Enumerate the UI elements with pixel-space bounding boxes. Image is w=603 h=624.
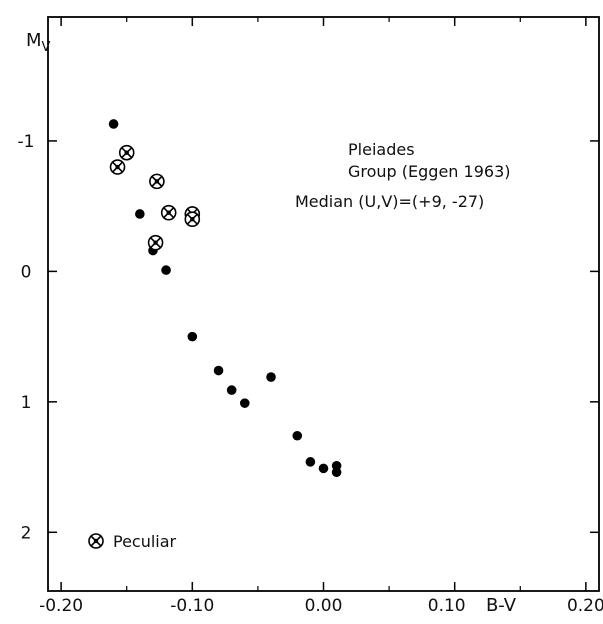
circled-x-center	[153, 240, 158, 245]
y-tick-label: 0	[21, 262, 32, 282]
circled-x-center	[124, 150, 129, 155]
circled-x-center	[115, 164, 120, 170]
circled-x-center	[190, 217, 195, 222]
x-tick-label: 0.10	[428, 596, 466, 616]
data-point	[135, 209, 145, 219]
x-tick-label: -0.20	[39, 596, 83, 616]
legend: Peculiar	[88, 532, 177, 551]
data-point	[239, 398, 250, 408]
x-tick-label: 0.00	[305, 596, 343, 616]
legend-circled-x	[88, 533, 104, 549]
peculiar-point	[147, 234, 164, 251]
plot-frame	[47, 16, 600, 592]
data-point	[187, 331, 198, 342]
y-tick-label: 1	[21, 393, 32, 413]
axes	[47, 16, 600, 592]
ticks: -0.20 -0.10 0.00 0.10 0.20 -1 0 1 2	[18, 17, 603, 616]
peculiar-point	[149, 173, 165, 190]
annotation-group: Group (Eggen 1963)	[348, 162, 511, 181]
data-point	[331, 467, 342, 478]
y-axis-title-sub: V	[42, 40, 51, 55]
y-tick-label: 2	[21, 523, 32, 543]
y-axis-title-main: M	[26, 30, 42, 51]
data-point	[213, 365, 224, 376]
x-tick-label: 0.20	[567, 596, 603, 616]
y-axis-title: MV	[26, 30, 51, 55]
data-point	[108, 119, 119, 129]
data-point	[266, 372, 276, 382]
peculiar-point	[118, 144, 135, 161]
legend-peculiar-marker	[88, 533, 104, 549]
circled-x-center	[93, 538, 99, 544]
legend-peculiar-label: Peculiar	[113, 532, 177, 551]
data-point	[226, 385, 237, 395]
circled-x-center	[154, 179, 160, 184]
x-axis-title: B-V	[486, 595, 517, 616]
data-point	[305, 457, 316, 467]
data-points	[108, 119, 342, 478]
annotation-median: Median (U,V)=(+9, -27)	[295, 192, 484, 211]
circled-x-center	[166, 210, 171, 215]
data-point	[292, 430, 303, 441]
annotation-title: Pleiades	[348, 140, 415, 159]
data-point	[318, 463, 329, 474]
peculiar-point	[184, 211, 201, 228]
peculiar-point	[160, 204, 177, 221]
x-tick-label: -0.10	[170, 596, 214, 616]
data-point	[161, 265, 171, 275]
y-tick-label: -1	[18, 132, 35, 152]
peculiar-point	[109, 159, 126, 175]
